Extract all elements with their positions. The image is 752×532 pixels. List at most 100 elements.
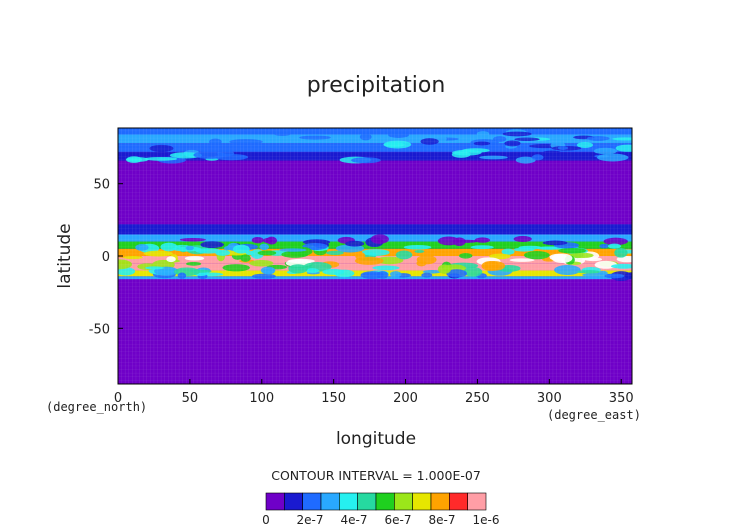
precip-cell bbox=[288, 264, 308, 274]
precip-cell bbox=[126, 157, 149, 162]
y-axis-unit: (degree_north) bbox=[46, 400, 147, 414]
precip-cell bbox=[446, 269, 467, 278]
precip-cell bbox=[509, 258, 535, 262]
zonal-band bbox=[118, 128, 632, 135]
y-tick-label: 50 bbox=[93, 178, 110, 193]
precip-cell bbox=[229, 139, 263, 145]
precip-cell bbox=[596, 153, 629, 162]
precip-cell bbox=[403, 244, 432, 250]
precip-cell bbox=[586, 136, 610, 141]
colorbar-swatch bbox=[357, 492, 377, 511]
precip-cell bbox=[209, 138, 222, 146]
precip-cell bbox=[372, 265, 400, 271]
precip-cell bbox=[489, 253, 511, 260]
zonal-band bbox=[118, 134, 632, 144]
precip-cell bbox=[513, 235, 532, 243]
precip-cell bbox=[557, 146, 568, 151]
precip-cell bbox=[263, 237, 274, 244]
zonal-band bbox=[118, 166, 632, 184]
x-tick-label: 150 bbox=[321, 391, 346, 406]
colorbar-swatch bbox=[302, 492, 322, 511]
x-tick-label: 50 bbox=[182, 391, 199, 406]
precip-cell bbox=[184, 256, 205, 261]
precip-cell bbox=[403, 153, 418, 158]
precip-cell bbox=[531, 154, 544, 161]
precip-cell bbox=[118, 259, 133, 270]
precip-cell bbox=[185, 262, 202, 266]
precip-cell bbox=[222, 264, 250, 272]
x-tick-label: 0 bbox=[114, 391, 122, 406]
precip-cell bbox=[188, 269, 212, 273]
precip-cell bbox=[326, 250, 344, 255]
precip-cell bbox=[322, 268, 345, 275]
precip-cell bbox=[604, 273, 625, 279]
precip-cell bbox=[551, 253, 573, 264]
precip-cell bbox=[388, 131, 410, 138]
colorbar: 0 2e-7 4e-7 6e-7 8e-7 1e-6 bbox=[262, 492, 500, 527]
precip-cell bbox=[523, 251, 550, 260]
zonal-band bbox=[118, 160, 632, 167]
colorbar-swatch bbox=[394, 492, 413, 511]
precip-cell bbox=[610, 263, 632, 269]
precip-cell bbox=[536, 246, 558, 250]
precip-cell bbox=[360, 271, 385, 280]
zonal-band bbox=[118, 342, 632, 384]
chart-title: precipitation bbox=[307, 73, 446, 98]
precip-cell bbox=[390, 271, 402, 278]
precip-cell bbox=[577, 270, 601, 274]
precip-cell bbox=[160, 242, 178, 252]
precip-cell bbox=[251, 236, 264, 244]
precip-cell bbox=[568, 252, 594, 259]
precip-cell bbox=[421, 272, 433, 278]
precip-cell bbox=[474, 237, 491, 243]
precip-cell bbox=[200, 241, 224, 249]
zonal-band bbox=[118, 183, 632, 213]
precip-cell bbox=[361, 249, 390, 256]
precip-cell bbox=[554, 264, 581, 275]
colorbar-tick-label: 2e-7 bbox=[297, 513, 324, 527]
precip-cell bbox=[542, 240, 568, 246]
precip-cell bbox=[453, 239, 479, 243]
x-tick-label: 250 bbox=[465, 391, 490, 406]
precip-cell bbox=[185, 245, 195, 251]
precip-cell bbox=[470, 245, 494, 250]
precip-cell bbox=[612, 137, 632, 141]
x-tick-label: 200 bbox=[393, 391, 418, 406]
precip-cell bbox=[422, 269, 442, 274]
precip-cell bbox=[437, 236, 460, 246]
colorbar-tick-label: 6e-7 bbox=[385, 513, 412, 527]
precip-cell bbox=[515, 156, 536, 164]
precip-cell bbox=[118, 267, 136, 276]
x-tick-label: 350 bbox=[609, 391, 634, 406]
precip-cell bbox=[354, 256, 384, 265]
precip-cell bbox=[452, 149, 482, 156]
colorbar-swatch bbox=[320, 492, 340, 511]
precip-cell bbox=[287, 258, 315, 264]
precip-cell bbox=[599, 243, 610, 249]
precip-cell bbox=[118, 144, 132, 149]
precip-cell bbox=[305, 268, 320, 274]
precip-cell bbox=[501, 248, 515, 255]
contour-interval-text: CONTOUR INTERVAL = 1.000E-07 bbox=[271, 468, 481, 483]
precip-cell bbox=[281, 250, 309, 258]
y-tick-label: 0 bbox=[102, 250, 110, 265]
precip-cell bbox=[233, 244, 250, 254]
x-axis-unit: (degree_east) bbox=[547, 408, 641, 422]
colorbar-swatch bbox=[412, 492, 432, 511]
zonal-band bbox=[118, 224, 632, 235]
precip-cell bbox=[279, 248, 307, 252]
colorbar-tick-label: 1e-6 bbox=[473, 513, 500, 527]
precip-cell bbox=[504, 140, 521, 147]
plot-area bbox=[118, 128, 632, 384]
precip-cell bbox=[215, 249, 231, 256]
precip-cell bbox=[383, 140, 412, 149]
y-axis-label: latitude bbox=[55, 223, 75, 288]
zonal-band bbox=[118, 212, 632, 225]
precip-cell bbox=[518, 245, 542, 250]
precip-cell bbox=[582, 272, 612, 278]
precip-cell bbox=[615, 144, 632, 152]
precip-cell bbox=[558, 247, 587, 254]
zonal-band bbox=[118, 313, 632, 343]
precip-cell bbox=[414, 249, 425, 253]
zonal-band bbox=[118, 292, 632, 314]
